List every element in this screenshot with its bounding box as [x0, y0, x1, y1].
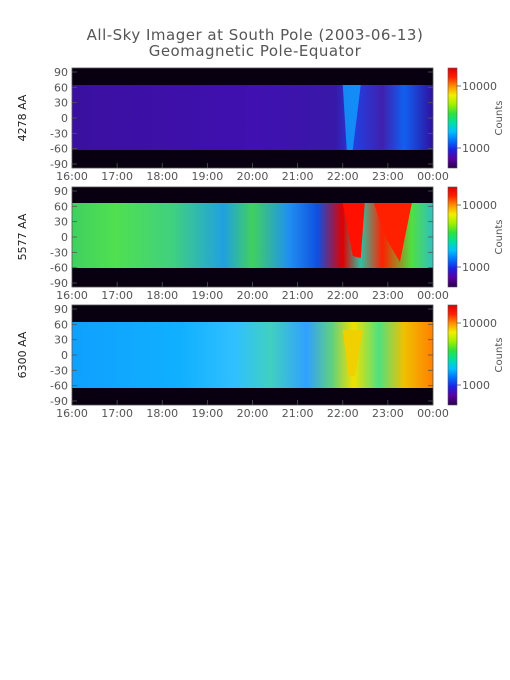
colorbar-label: Counts — [494, 101, 505, 136]
y-tick-label: 0 — [61, 231, 68, 244]
chart-subtitle: Geomagnetic Pole-Equator — [148, 42, 362, 60]
x-tick-label: 17:00 — [101, 170, 133, 183]
y-tick-label: 30 — [54, 334, 68, 347]
colorbar-tick-label: 1000 — [462, 261, 490, 274]
colorbar-tick-label: 10000 — [462, 317, 497, 330]
x-tick-label: 21:00 — [282, 407, 314, 420]
aurora-feature — [342, 85, 361, 150]
x-tick-label: 23:00 — [372, 170, 404, 183]
y-tick-label: -60 — [50, 262, 68, 275]
y-axis-label: 6300 AA — [16, 331, 29, 378]
y-tick-label: 0 — [61, 349, 68, 362]
x-tick-label: 17:00 — [101, 407, 133, 420]
x-tick-label: 19:00 — [192, 170, 224, 183]
y-tick-label: 60 — [54, 81, 68, 94]
x-tick-label: 16:00 — [56, 407, 88, 420]
x-tick-label: 00:00 — [417, 170, 449, 183]
colorbar — [447, 186, 458, 288]
colorbar-tick-label: 1000 — [462, 379, 490, 392]
aurora-feature — [342, 330, 363, 376]
colorbar-label: Counts — [494, 338, 505, 373]
x-tick-label: 18:00 — [146, 170, 178, 183]
x-tick-label: 21:00 — [282, 289, 314, 302]
y-tick-label: 90 — [54, 66, 68, 79]
y-tick-label: 0 — [61, 112, 68, 125]
data-band — [72, 322, 433, 388]
colorbar-tick-label: 10000 — [462, 80, 497, 93]
x-tick-label: 16:00 — [56, 170, 88, 183]
aurora-feature — [373, 203, 412, 262]
y-tick-label: -30 — [50, 246, 68, 259]
x-tick-label: 00:00 — [417, 289, 449, 302]
x-tick-label: 18:00 — [146, 289, 178, 302]
y-tick-label: -60 — [50, 380, 68, 393]
x-tick-label: 22:00 — [327, 289, 359, 302]
y-tick-label: 60 — [54, 200, 68, 213]
data-band — [72, 85, 433, 150]
x-tick-label: 00:00 — [417, 407, 449, 420]
colorbar — [447, 304, 458, 406]
y-tick-label: -90 — [50, 395, 68, 408]
x-tick-label: 23:00 — [372, 289, 404, 302]
x-tick-label: 17:00 — [101, 289, 133, 302]
chart-title: All-Sky Imager at South Pole (2003-06-13… — [86, 26, 424, 44]
colorbar-tick-label: 10000 — [462, 199, 497, 212]
x-tick-label: 19:00 — [192, 289, 224, 302]
y-tick-label: 90 — [54, 185, 68, 198]
x-tick-label: 21:00 — [282, 170, 314, 183]
x-tick-label: 22:00 — [327, 170, 359, 183]
y-tick-label: -60 — [50, 143, 68, 156]
data-band — [72, 203, 433, 268]
y-axis-label: 5577 AA — [16, 213, 29, 260]
x-tick-label: 20:00 — [237, 289, 269, 302]
y-tick-label: 30 — [54, 97, 68, 110]
y-tick-label: -90 — [50, 277, 68, 290]
y-tick-label: 60 — [54, 318, 68, 331]
x-tick-label: 16:00 — [56, 289, 88, 302]
y-tick-label: 30 — [54, 216, 68, 229]
y-tick-label: 90 — [54, 303, 68, 316]
x-tick-label: 20:00 — [237, 170, 269, 183]
y-tick-label: -90 — [50, 158, 68, 171]
x-tick-label: 19:00 — [192, 407, 224, 420]
colorbar — [447, 67, 458, 169]
aurora-feature — [342, 203, 365, 258]
y-axis-label: 4278 AA — [16, 94, 29, 141]
x-tick-label: 18:00 — [146, 407, 178, 420]
x-tick-label: 23:00 — [372, 407, 404, 420]
x-tick-label: 22:00 — [327, 407, 359, 420]
colorbar-tick-label: 1000 — [462, 142, 490, 155]
colorbar-label: Counts — [494, 220, 505, 255]
y-tick-label: -30 — [50, 127, 68, 140]
x-tick-label: 20:00 — [237, 407, 269, 420]
y-tick-label: -30 — [50, 364, 68, 377]
